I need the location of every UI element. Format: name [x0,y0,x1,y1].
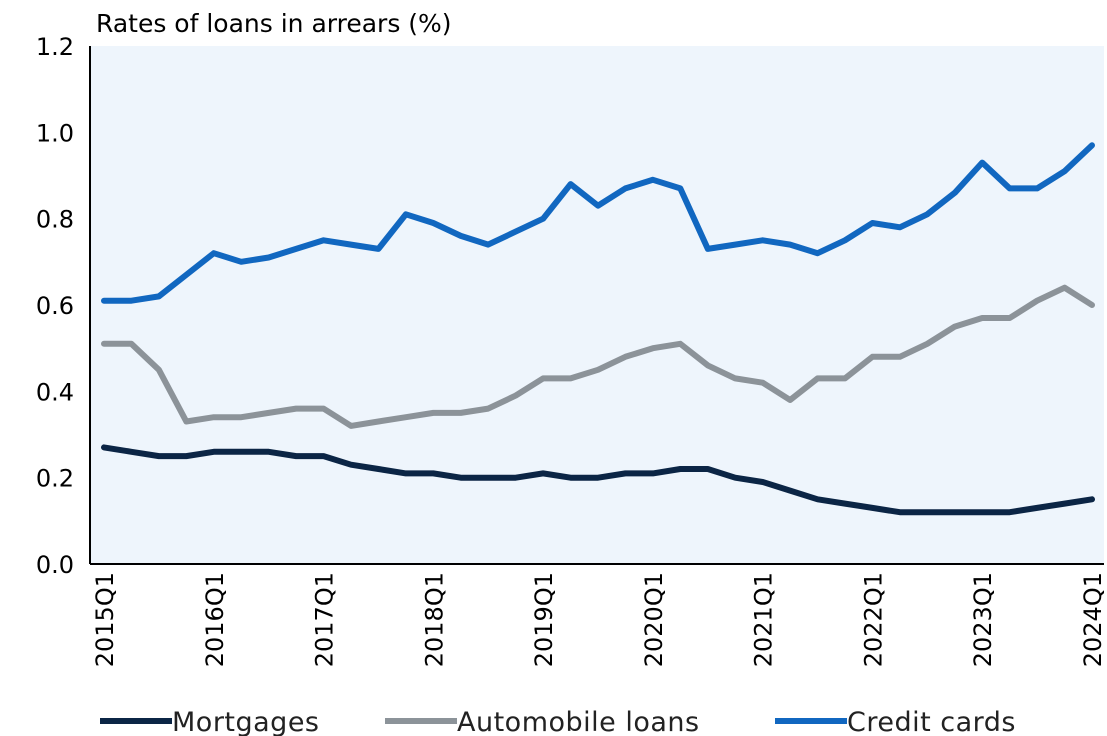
x-tick-label: 2017Q1 [311,572,339,667]
legend-item: Credit cards [775,707,1016,736]
x-tick-label: 2020Q1 [640,572,668,667]
x-tick-label: 2016Q1 [201,572,229,667]
x-tick-label: 2015Q1 [91,572,119,667]
legend-label: Mortgages [172,707,320,736]
y-tick-label: 1.0 [36,119,74,147]
x-tick-label: 2021Q1 [750,572,778,667]
legend-label: Credit cards [847,707,1016,736]
x-tick-label: 2019Q1 [530,572,558,667]
x-tick-label: 2024Q1 [1079,572,1107,667]
y-axis-label: Rates of loans in arrears (%) [96,9,452,38]
x-tick-label: 2022Q1 [859,572,887,667]
plot-area [90,46,1104,564]
series-line-mortgages [101,444,1095,516]
y-tick-label: 0.6 [36,292,74,320]
legend-item: Mortgages [100,707,320,736]
legend: Mortgages Automobile loans Credit cards [100,707,1016,736]
x-tick-label: 2023Q1 [969,572,997,667]
series-line-automobile-loans [101,284,1095,429]
y-tick-label: 0.4 [36,378,74,406]
y-tick-label: 1.2 [36,33,74,61]
legend-item: Automobile loans [385,707,700,736]
y-tick-label: 0.2 [36,465,74,493]
y-tick-label: 0.0 [36,551,74,579]
x-tick-label: 2018Q1 [420,572,448,667]
y-tick-label: 0.8 [36,206,74,234]
series-line-credit-cards [101,142,1095,304]
legend-label: Automobile loans [457,707,700,736]
